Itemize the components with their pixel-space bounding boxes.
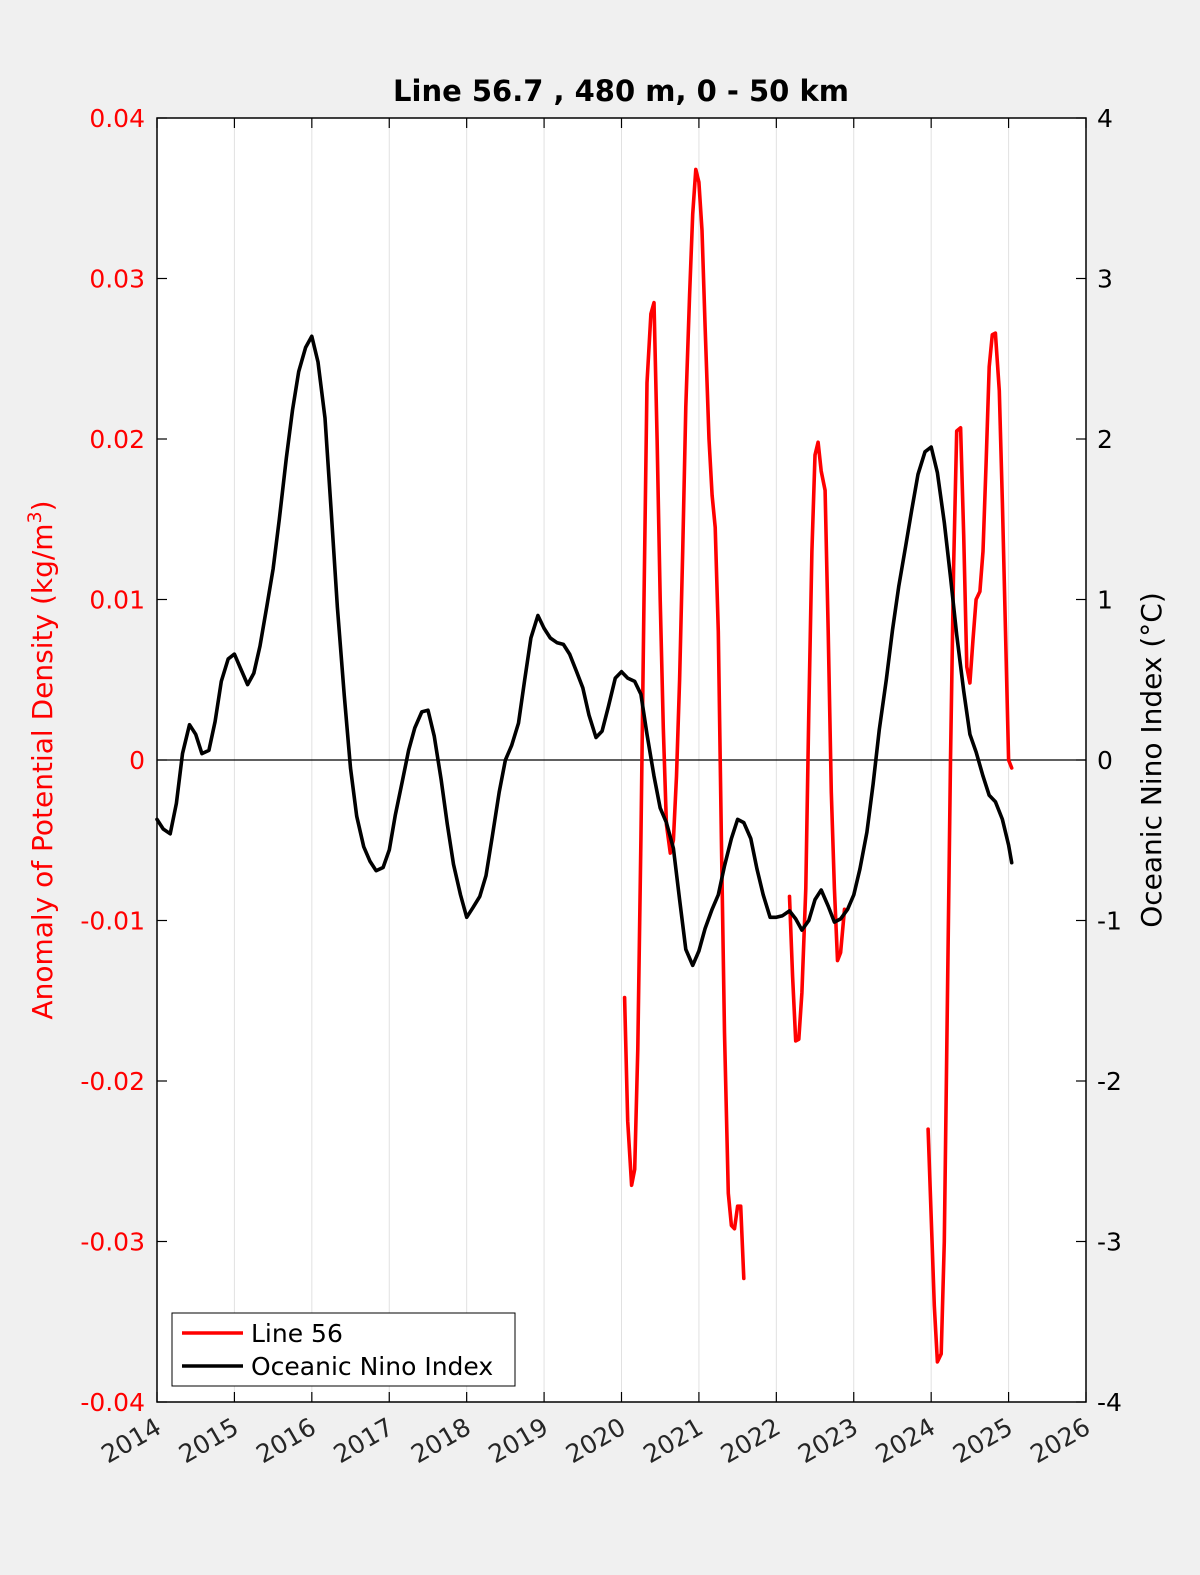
y-left-tick-label: 0.02 (89, 425, 145, 454)
y-right-tick-label: -2 (1097, 1067, 1122, 1096)
y-left-tick-label: -0.03 (80, 1228, 145, 1257)
y-left-tick-label: 0.04 (89, 104, 145, 133)
y-left-tick-label: -0.04 (80, 1388, 145, 1417)
legend-label-oni: Oceanic Nino Index (251, 1352, 493, 1381)
y-right-tick-label: -1 (1097, 907, 1122, 936)
legend: Line 56 Oceanic Nino Index (172, 1313, 515, 1386)
legend-label-line-56: Line 56 (251, 1319, 343, 1348)
y-right-tick-label: 2 (1097, 425, 1113, 454)
y-left-tick-label: -0.02 (80, 1067, 145, 1096)
y-left-tick-label: 0 (129, 746, 145, 775)
y-left-tick-label: -0.01 (80, 907, 145, 936)
y-right-tick-label: -4 (1097, 1388, 1122, 1417)
y-left-axis-label: Anomaly of Potential Density (kg/m3) (24, 500, 59, 1019)
y-right-tick-label: 4 (1097, 104, 1113, 133)
y-right-tick-label: 0 (1097, 746, 1113, 775)
y-right-tick-label: 3 (1097, 265, 1113, 294)
y-left-tick-label: 0.01 (89, 586, 145, 615)
chart: 2014 2015 2016 2017 2018 2019 2020 2021 2022 2023… (0, 0, 1200, 1575)
y-right-tick-label: 1 (1097, 586, 1113, 615)
y-left-tick-label: 0.03 (89, 265, 145, 294)
chart-title: Line 56.7 , 480 m, 0 - 50 km (393, 74, 849, 108)
y-right-tick-label: -3 (1097, 1228, 1122, 1257)
y-right-axis-label: Oceanic Nino Index (°C) (1135, 592, 1168, 928)
